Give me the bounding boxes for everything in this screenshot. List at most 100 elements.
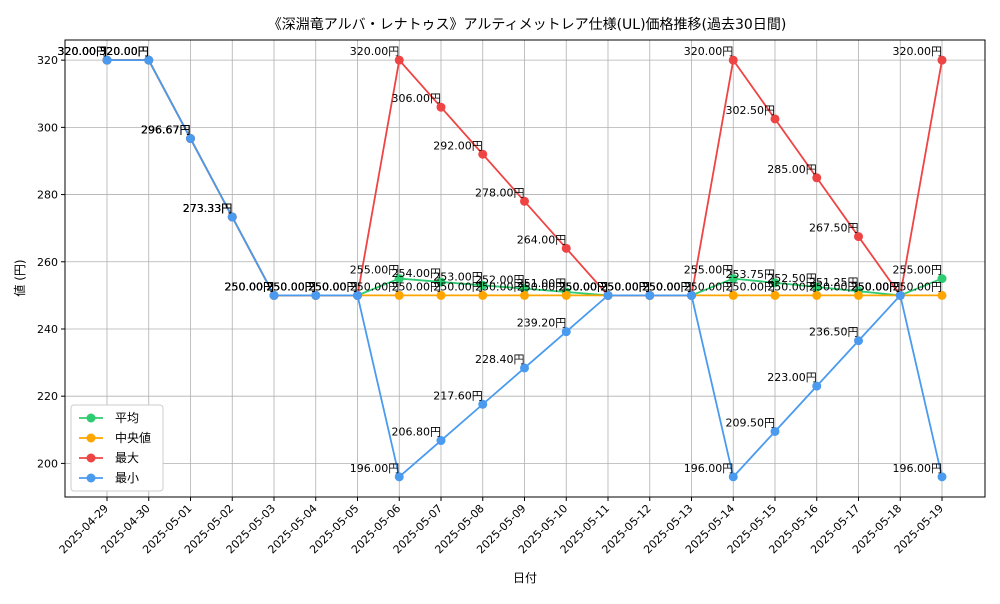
data-point [854, 336, 863, 346]
data-label: 320.00円 [58, 45, 108, 58]
data-label: 236.50円 [809, 326, 859, 339]
data-label: 278.00円 [475, 186, 525, 199]
data-label: 250.00円 [642, 280, 692, 293]
grid [65, 40, 985, 497]
data-label: 250.00円 [851, 280, 901, 293]
data-label: 250.00円 [225, 280, 275, 293]
data-label: 250.00円 [266, 280, 316, 293]
data-label: 302.50円 [726, 104, 776, 117]
data-label: 250.00円 [893, 280, 943, 293]
chart-title: 《深淵竜アルバ・レナトゥス》アルティメットレア仕様(UL)価格推移(過去30日間… [268, 16, 787, 33]
y-tick-label: 320 [37, 54, 58, 67]
data-label: 250.00円 [642, 280, 692, 293]
data-label: 306.00円 [392, 92, 442, 105]
data-point [645, 290, 655, 300]
data-point [728, 472, 738, 482]
data-point [186, 134, 195, 144]
data-label: 252.50円 [767, 272, 817, 285]
data-point [561, 290, 571, 300]
data-label: 264.00円 [517, 233, 567, 246]
legend-item: 最小 [79, 471, 139, 485]
legend-item: 平均 [79, 411, 139, 425]
data-label: 250.00円 [851, 280, 901, 293]
data-point [603, 290, 613, 300]
data-point [520, 284, 529, 294]
data-label: 250.00円 [600, 280, 650, 293]
data-point [478, 149, 488, 159]
data-label: 296.67円 [141, 124, 191, 137]
data-label: 250.00円 [642, 280, 692, 293]
data-label: 206.80円 [392, 426, 442, 439]
data-point [812, 290, 822, 300]
data-label: 251.00円 [517, 277, 567, 290]
data-point [937, 472, 947, 482]
data-label: 250.00円 [475, 280, 525, 293]
data-point [895, 290, 905, 300]
data-point [520, 363, 529, 373]
series-group [102, 55, 947, 482]
data-point [770, 278, 780, 288]
data-point [937, 274, 947, 284]
data-label: 250.00円 [684, 280, 734, 293]
data-label: 296.67円 [141, 124, 191, 137]
data-point [728, 274, 738, 284]
data-point [144, 55, 154, 65]
data-label: 320.00円 [99, 45, 149, 58]
data-label: 273.33円 [183, 202, 233, 215]
data-point [311, 290, 321, 300]
data-label: 196.00円 [350, 462, 400, 475]
data-point [812, 381, 822, 391]
data-label: 250.00円 [308, 280, 358, 293]
data-label: 254.00円 [392, 267, 442, 280]
data-label: 320.00円 [99, 45, 149, 58]
legend-label: 平均 [115, 411, 139, 425]
data-point [561, 327, 571, 337]
legend-box [70, 404, 164, 492]
data-point [436, 290, 446, 300]
data-label: 250.00円 [559, 280, 609, 293]
data-label: 228.40円 [475, 353, 525, 366]
data-point [770, 290, 780, 300]
data-point [394, 55, 404, 65]
data-label: 250.00円 [600, 280, 650, 293]
data-point [520, 290, 529, 300]
data-label: 239.20円 [517, 317, 567, 330]
data-label: 267.50円 [809, 222, 859, 235]
data-label: 250.00円 [517, 280, 567, 293]
data-label: 251.25円 [809, 276, 859, 289]
data-point [770, 426, 780, 436]
data-label: 252.00円 [475, 274, 525, 287]
data-point [937, 55, 947, 65]
y-tick-label: 220 [37, 390, 58, 403]
data-label: 209.50円 [726, 416, 776, 429]
data-label: 250.00円 [392, 280, 442, 293]
data-point [269, 290, 279, 300]
y-tick-label: 200 [37, 457, 58, 470]
data-point [478, 280, 488, 290]
data-label: 250.00円 [350, 280, 400, 293]
data-label: 255.00円 [350, 264, 400, 277]
y-tick-label: 260 [37, 256, 58, 269]
data-point [561, 243, 571, 253]
data-label: 250.00円 [600, 280, 650, 293]
data-label: 250.00円 [225, 280, 275, 293]
data-label: 250.00円 [767, 280, 817, 293]
data-point [394, 472, 404, 482]
data-point [394, 274, 404, 284]
y-tick-label: 300 [37, 121, 58, 134]
data-point [728, 290, 738, 300]
data-label: 273.33円 [183, 202, 233, 215]
data-label: 250.00円 [726, 280, 776, 293]
data-label: 250.00円 [559, 280, 609, 293]
data-label: 253.75円 [726, 268, 776, 281]
y-tick-label: 240 [37, 323, 58, 336]
data-label: 320.00円 [684, 45, 734, 58]
legend-marker [86, 413, 96, 423]
data-label: 250.00円 [433, 280, 483, 293]
data-label: 250.00円 [266, 280, 316, 293]
legend-label: 中央値 [115, 430, 151, 445]
data-label: 250.00円 [225, 280, 275, 293]
data-labels: 320.00円320.00円296.67円273.33円250.00円250.0… [58, 45, 943, 475]
data-label: 196.00円 [893, 462, 943, 475]
